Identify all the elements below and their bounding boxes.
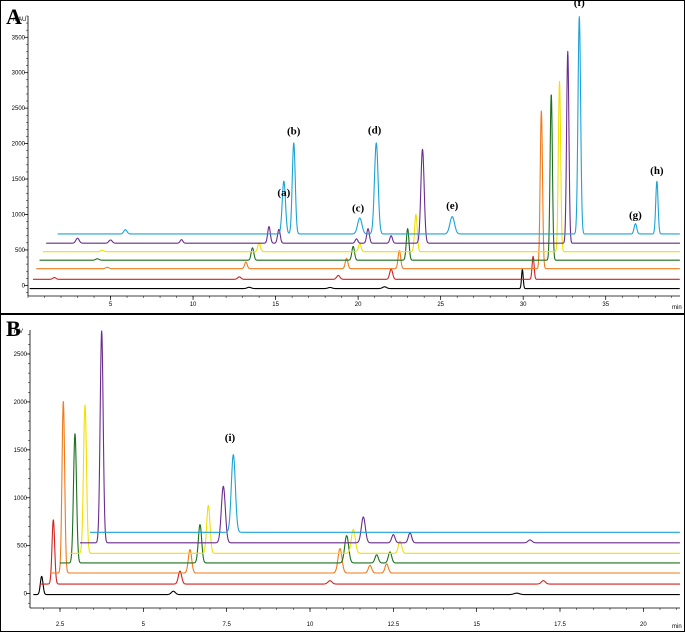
panel-a-peak-label: (c) [352, 203, 365, 215]
panel-b: B mV min 2.5 5 7.5 10 12.5 15 17.5 20 0 500 1000 15… [0, 314, 685, 632]
panel-b-axes: 2.5 5 7.5 10 12.5 15 17.5 20 0 500 1000 1500 2000 250… [14, 330, 680, 628]
panel-a-trace-7 [57, 16, 681, 235]
panel-b-trace-1 [33, 575, 681, 596]
panel-a-x-unit: min [672, 305, 682, 311]
panel-a-peak-label: (b) [287, 125, 301, 137]
panel-b-y-tick-label: 1500 [14, 448, 28, 454]
panel-a-x-tick-label: 15 [272, 302, 279, 308]
panel-a-trace-2 [32, 255, 681, 280]
panel-b-trace-3 [49, 401, 681, 574]
panel-a-peak-label: (d) [368, 125, 382, 137]
panel-b-x-unit: min [672, 624, 682, 630]
panel-a-x-tick-label: 10 [190, 302, 197, 308]
panel-b-trace-7 [89, 454, 681, 533]
panel-b-y-tick-label: 1000 [14, 496, 28, 502]
panel-a-peak-label: (a) [277, 187, 290, 199]
panel-b-x-tick-label: 7.5 [222, 622, 231, 628]
panel-a-label: A [6, 4, 22, 29]
panel-b-peak-label: (i) [225, 432, 236, 444]
panel-a-trace-4 [39, 94, 681, 261]
panel-a-peak-label: (g) [629, 209, 642, 221]
panel-b-annotations: (i) [225, 432, 236, 444]
panel-a-y-tick-label: 0 [22, 283, 26, 289]
panel-a-trace-3 [35, 110, 681, 270]
panel-b-y-tick-label: 0 [24, 592, 28, 598]
panel-b-x-tick-label: 12.5 [387, 622, 399, 628]
panel-a-y-unit: mAU [13, 17, 26, 23]
panel-b-x-tick-label: 10 [307, 622, 314, 628]
panel-a-y-tick-label: 500 [15, 248, 26, 254]
panel-a-x-tick-label: 5 [109, 302, 113, 308]
panel-a-x-tick-label: 30 [520, 302, 527, 308]
panel-b-x-tick-label: 5 [142, 622, 146, 628]
panel-b-y-unit: mV [14, 329, 23, 335]
panel-b-x-tick-label: 15 [473, 622, 480, 628]
panel-a-x-tick-label: 25 [437, 302, 444, 308]
panel-b-trace-5 [69, 404, 681, 554]
panel-a-annotations: (a) (b) (c) (d) (e) (f) (g) (h) [277, 0, 664, 221]
panel-b-x-tick-label: 17.5 [554, 622, 566, 628]
panel-b-trace-6 [79, 330, 681, 544]
panel-a-y-tick-label: 3500 [12, 35, 26, 41]
panel-b-y-tick-label: 2000 [14, 400, 28, 406]
panel-a: A mAU min 5 10 15 20 25 30 35 0 500 1000 1500 2000 2… [0, 0, 685, 314]
panel-a-x-tick-label: 20 [355, 302, 362, 308]
panel-b-x-tick-label: 20 [640, 622, 647, 628]
panel-a-y-tick-label: 2500 [12, 106, 26, 112]
panel-a-x-tick-label: 35 [602, 302, 609, 308]
panel-a-peak-label: (e) [446, 200, 459, 212]
panel-b-label: B [6, 316, 21, 341]
panel-b-traces [33, 330, 681, 596]
panel-b-y-tick-label: 500 [17, 544, 28, 550]
panel-a-peak-label: (h) [650, 165, 664, 177]
panel-a-axes: 5 10 15 20 25 30 35 0 500 1000 1500 2000 2500 3000 350… [12, 15, 680, 308]
panel-a-traces [29, 16, 681, 290]
panel-a-y-tick-label: 2000 [12, 142, 26, 148]
panel-a-y-tick-label: 1500 [12, 177, 26, 183]
panel-a-trace-6 [45, 50, 681, 244]
panel-a-trace-1 [29, 268, 681, 290]
panel-b-trace-2 [39, 519, 681, 585]
panel-a-peak-label: (f) [574, 0, 585, 9]
panel-b-y-tick-label: 2500 [14, 352, 28, 358]
panel-a-y-tick-label: 1000 [12, 212, 26, 218]
panel-b-x-tick-label: 2.5 [56, 622, 65, 628]
panel-b-trace-4 [59, 433, 681, 564]
panel-a-y-tick-label: 3000 [12, 71, 26, 77]
panel-a-trace-5 [42, 80, 681, 253]
